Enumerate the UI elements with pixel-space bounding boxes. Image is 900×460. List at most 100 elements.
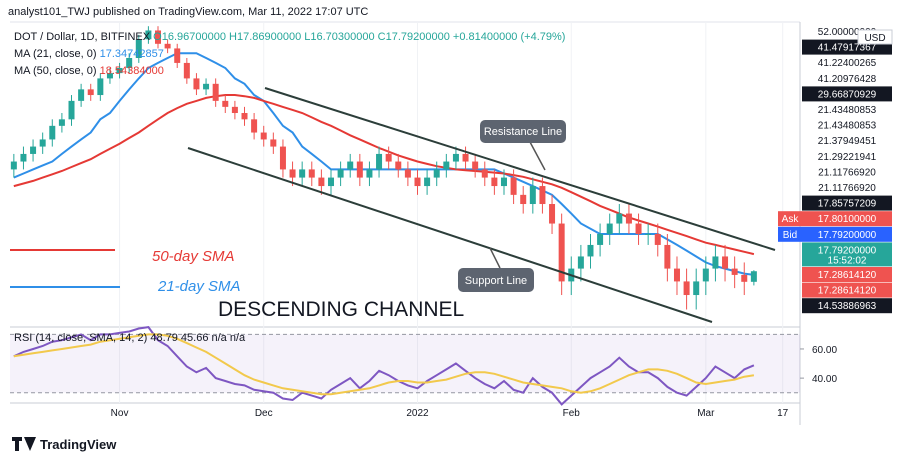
- candle-body: [491, 177, 498, 187]
- candle-body: [635, 223, 642, 234]
- candle-body: [10, 161, 17, 170]
- candle-body: [318, 177, 325, 187]
- price-label: 29.66870929: [818, 89, 877, 100]
- candle-body: [722, 256, 729, 269]
- price-label: 17.28614120: [818, 286, 877, 297]
- ohlc: O16.96700000 H17.86900000 L16.70300000 C…: [153, 31, 565, 43]
- y-tick-label: 40.00: [812, 374, 837, 385]
- resistance-line: [264, 87, 776, 251]
- price-label-box: [802, 298, 892, 314]
- arrow: [529, 141, 546, 171]
- x-tick-label: Feb: [563, 408, 581, 419]
- candle-body: [462, 153, 469, 162]
- candle-body: [645, 233, 652, 235]
- price-label: 21.29221941: [818, 152, 877, 163]
- currency-box: [857, 29, 893, 45]
- ma-legend: MA (21, close, 0) 17.34742857: [14, 48, 164, 60]
- candle-body: [510, 177, 517, 195]
- candle-body: [299, 169, 306, 178]
- price-label: 17.79200000: [818, 245, 877, 256]
- candle-body: [106, 73, 113, 79]
- price-label-box: [802, 267, 892, 282]
- candle-body: [356, 161, 363, 178]
- x-tick-label: Mar: [697, 408, 715, 419]
- price-label: 17.80100000: [818, 214, 877, 225]
- price-label-box: [802, 70, 892, 86]
- marks: Nov Dec 2022 Feb Mar 17: [10, 22, 804, 419]
- candle-body: [433, 169, 440, 178]
- candle-body: [693, 281, 700, 296]
- candle-body: [452, 153, 459, 162]
- candle-body: [174, 48, 181, 63]
- price-label-box: [802, 102, 892, 117]
- candle-body: [97, 78, 104, 96]
- price-label: 41.20976428: [818, 74, 877, 85]
- candle-body: [279, 146, 286, 170]
- candle-body: [731, 268, 738, 275]
- price-axis: 52.00000000 41.47917367 41.22400265 41.2097…: [778, 24, 892, 385]
- price-label-box: [802, 211, 892, 227]
- candle-body: [741, 274, 748, 282]
- candle-body: [606, 223, 613, 234]
- candle-body: [366, 169, 373, 178]
- candle-body: [49, 125, 56, 140]
- price-label: 21.11766920: [818, 167, 876, 178]
- price-label-box: [802, 195, 892, 211]
- candle-body: [414, 177, 421, 187]
- candle-body: [241, 113, 248, 120]
- candle-body: [424, 177, 431, 187]
- support-line: [187, 147, 713, 323]
- candle-body: [683, 281, 690, 296]
- candle-body: [155, 30, 162, 44]
- candle-body: [289, 169, 296, 178]
- price-label-box: [802, 148, 892, 164]
- ma-name: MA (21, close, 0): [14, 48, 97, 60]
- candle-body: [212, 83, 219, 101]
- annotation-box: [458, 268, 534, 292]
- candle-body: [472, 161, 479, 170]
- candle-body: [395, 161, 402, 170]
- annotation: 50-day SMA: [152, 248, 235, 265]
- annotation-box: [480, 120, 566, 143]
- price-label-box: [802, 86, 892, 102]
- candle-body: [481, 169, 488, 178]
- price-label-box: [802, 55, 892, 71]
- candle-body: [404, 169, 411, 178]
- price-label: 17.28614120: [818, 270, 877, 281]
- price-label: 21.43480853: [818, 105, 877, 116]
- x-tick-label: Nov: [111, 408, 129, 419]
- candle-body: [520, 194, 527, 205]
- countdown: 15:52:02: [828, 255, 867, 266]
- price-label: 17.79200000: [818, 230, 877, 241]
- candle-body: [625, 213, 632, 224]
- candle-body: [654, 233, 661, 245]
- header: analyst101_TWJ published on TradingView.…: [8, 6, 368, 18]
- candle-body: [203, 83, 210, 90]
- price-label-box: [802, 133, 892, 149]
- ma-value: 18.54384000: [100, 65, 164, 77]
- candle-body: [529, 186, 536, 205]
- candle-body: [539, 186, 546, 205]
- annotation: Support Line: [465, 275, 527, 287]
- candle-body: [347, 161, 354, 170]
- price-label: 41.47917367: [818, 43, 877, 54]
- candle-body: [673, 268, 680, 282]
- price-label-box: [802, 164, 892, 180]
- candle-body: [20, 153, 27, 162]
- candle-body: [145, 30, 152, 40]
- candle-body: [712, 256, 719, 269]
- price-label: 52.00000000: [818, 27, 877, 38]
- price-tag-box: [778, 211, 802, 227]
- candle-body: [116, 67, 123, 74]
- candle-body: [126, 57, 133, 68]
- price-label: 41.22400265: [818, 58, 877, 69]
- candle-body: [616, 213, 623, 224]
- price-tag: Bid: [783, 230, 797, 241]
- candle-body: [78, 89, 85, 101]
- price-label: 21.43480853: [818, 121, 877, 132]
- candle-body: [327, 177, 334, 187]
- price-label-box: [802, 226, 892, 242]
- candle-body: [222, 100, 229, 107]
